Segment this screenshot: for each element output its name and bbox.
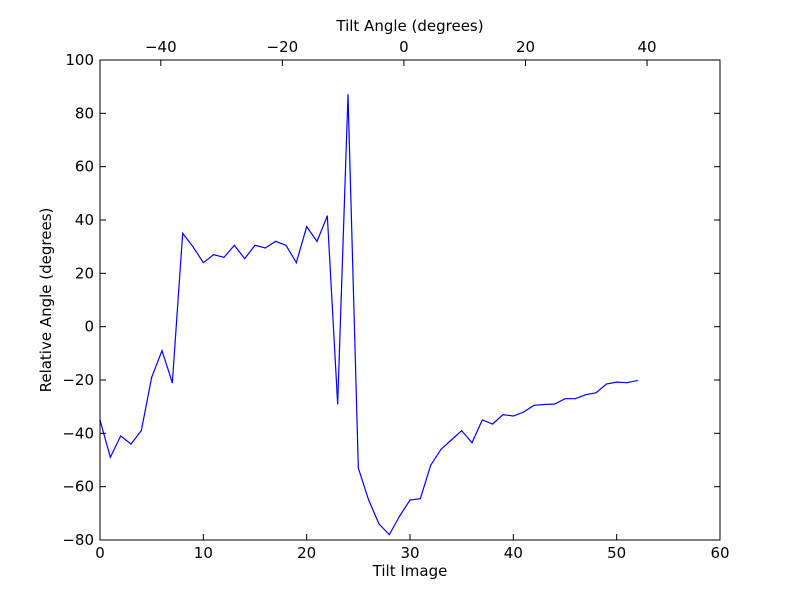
data-point — [388, 534, 390, 536]
data-point — [192, 246, 194, 248]
data-point — [264, 247, 266, 249]
data-point — [295, 262, 297, 264]
data-point — [419, 498, 421, 500]
data-point — [347, 94, 349, 96]
data-point — [636, 379, 638, 382]
data-point — [481, 419, 483, 421]
data-point — [471, 442, 473, 444]
data-point — [285, 244, 287, 246]
y-tick-label: 40 — [75, 211, 94, 229]
data-point — [223, 256, 225, 258]
data-point — [554, 403, 556, 405]
data-point — [595, 392, 597, 394]
data-point — [202, 262, 204, 264]
plot-frame — [99, 59, 721, 541]
y-tick-label: 80 — [75, 104, 94, 122]
data-point — [564, 398, 566, 400]
data-point — [585, 394, 587, 396]
data-point — [120, 435, 122, 437]
data-point — [533, 404, 535, 406]
data-point — [626, 382, 628, 384]
x-tick-label: 40 — [504, 544, 523, 562]
data-point — [543, 403, 545, 406]
data-point — [605, 383, 607, 385]
data-point — [233, 244, 235, 246]
data-point — [275, 240, 277, 242]
top-tick-label: −40 — [145, 38, 177, 56]
y-tick-label: 20 — [75, 264, 94, 282]
top-tick-label: −20 — [267, 38, 299, 56]
data-point — [523, 411, 525, 413]
y-tick-label: 60 — [75, 158, 94, 176]
x-tick-label: 30 — [400, 544, 419, 562]
data-point — [213, 254, 215, 256]
data-point — [430, 464, 432, 466]
x-tick-label: 60 — [710, 544, 729, 562]
top-tick-label: 0 — [399, 38, 409, 56]
data-point — [512, 415, 514, 417]
top-tick-label: 20 — [516, 38, 535, 56]
data-point — [357, 467, 359, 469]
data-point — [151, 376, 153, 378]
data-point — [616, 381, 618, 383]
x-tick-label: 20 — [297, 544, 316, 562]
data-point — [337, 403, 339, 405]
tick-group: 0 10 20 30 40 50 60 −80 −60 −40 −20 0 20 40 60 80 100 −40… — [62, 38, 729, 562]
data-point — [306, 226, 308, 228]
y-tick-label: −40 — [62, 424, 94, 442]
data-point — [461, 430, 463, 432]
data-point — [244, 258, 246, 260]
data-point — [140, 430, 142, 432]
x-axis-title: Tilt Image — [372, 562, 448, 580]
data-point — [409, 499, 411, 501]
y-tick-label: 100 — [65, 51, 94, 69]
data-point — [326, 215, 328, 217]
y-tick-label: −80 — [62, 531, 94, 549]
data-point — [109, 456, 111, 458]
x-tick-label: 10 — [194, 544, 213, 562]
data-point — [254, 244, 256, 246]
data-point — [440, 448, 442, 450]
top-axis-title: Tilt Angle (degrees) — [335, 17, 483, 35]
y-tick-label: −20 — [62, 371, 94, 389]
data-point — [130, 443, 132, 445]
x-tick-label: 0 — [95, 544, 105, 562]
data-point — [399, 515, 401, 517]
data-point — [182, 232, 184, 234]
data-point — [450, 439, 452, 441]
series-line-0 — [99, 94, 638, 536]
chart-marks — [99, 94, 638, 536]
top-tick-label: 40 — [638, 38, 657, 56]
y-axis-title: Relative Angle (degrees) — [37, 208, 55, 393]
data-point — [316, 240, 318, 242]
y-tick-label: −60 — [62, 478, 94, 496]
data-point — [378, 523, 380, 525]
y-tick-label: 0 — [84, 318, 94, 336]
data-point — [502, 414, 504, 416]
x-tick-label: 50 — [607, 544, 626, 562]
data-point — [161, 350, 163, 352]
data-point — [492, 423, 494, 425]
data-point — [574, 398, 576, 400]
data-point — [368, 499, 370, 501]
data-point — [171, 382, 173, 384]
